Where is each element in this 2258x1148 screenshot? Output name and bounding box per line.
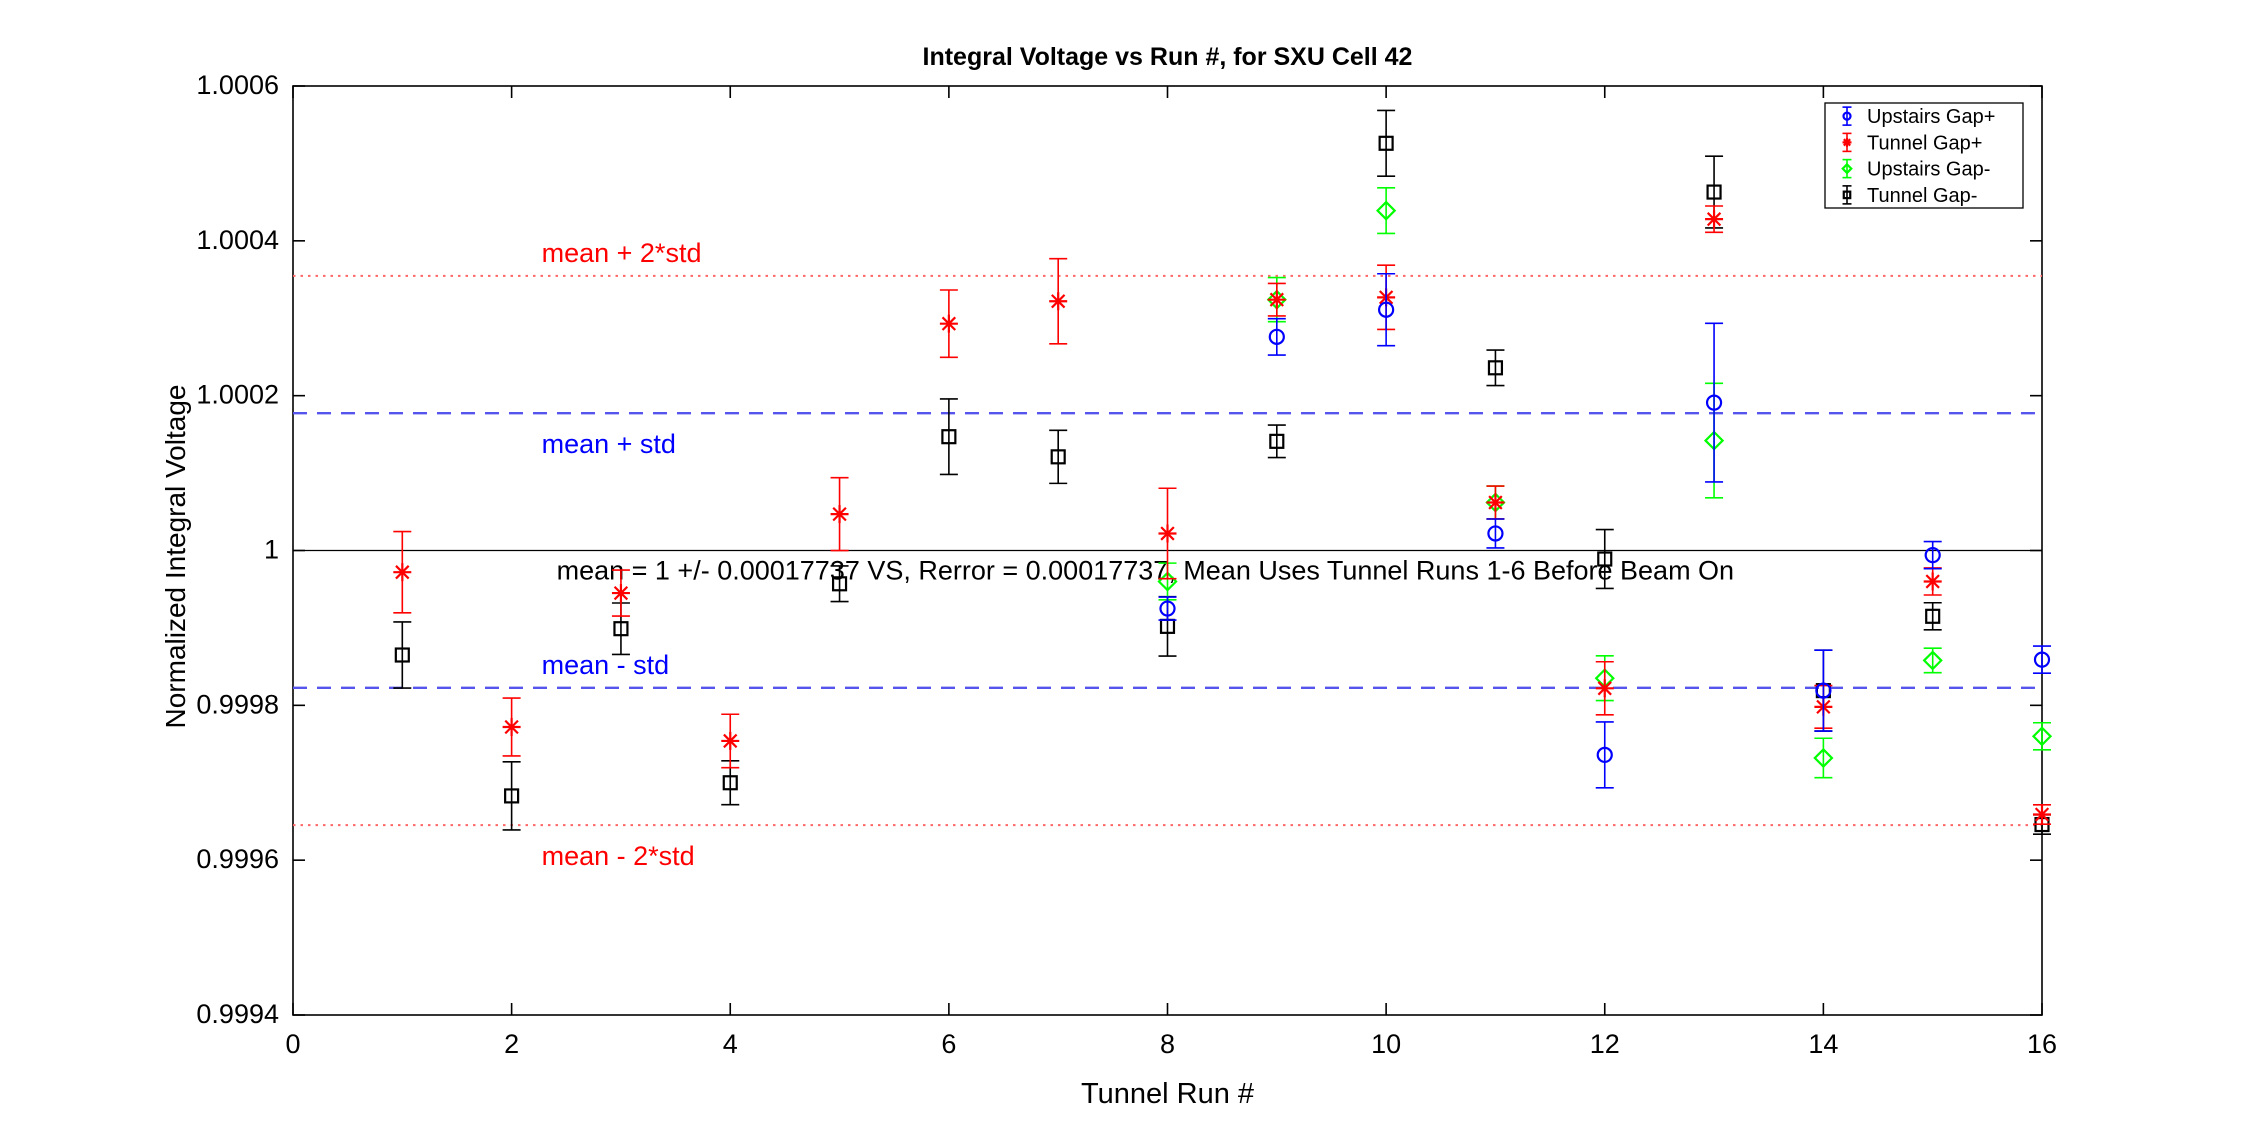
svg-text:mean - std: mean - std xyxy=(542,650,670,680)
svg-text:mean - 2*std: mean - 2*std xyxy=(542,841,695,871)
svg-text:0.9998: 0.9998 xyxy=(196,689,279,719)
svg-text:mean + 2*std: mean + 2*std xyxy=(542,238,702,268)
svg-text:10: 10 xyxy=(1371,1029,1401,1059)
svg-text:1.0002: 1.0002 xyxy=(196,380,279,410)
svg-text:Tunnel Run #: Tunnel Run # xyxy=(1081,1078,1254,1110)
svg-text:14: 14 xyxy=(1808,1029,1838,1059)
svg-text:Tunnel Gap+: Tunnel Gap+ xyxy=(1867,132,1982,154)
svg-text:6: 6 xyxy=(941,1029,956,1059)
svg-text:Tunnel Gap-: Tunnel Gap- xyxy=(1867,185,1977,207)
svg-text:0.9994: 0.9994 xyxy=(196,999,279,1029)
svg-text:mean = 1 +/- 0.00017737 VS, Re: mean = 1 +/- 0.00017737 VS, Rerror = 0.0… xyxy=(557,556,1734,586)
svg-text:1.0006: 1.0006 xyxy=(196,70,279,100)
svg-text:mean + std: mean + std xyxy=(542,429,676,459)
svg-text:4: 4 xyxy=(723,1029,738,1059)
svg-text:1: 1 xyxy=(264,535,279,565)
svg-text:Upstairs Gap+: Upstairs Gap+ xyxy=(1867,106,1995,128)
svg-text:8: 8 xyxy=(1160,1029,1175,1059)
svg-text:1.0004: 1.0004 xyxy=(196,225,279,255)
svg-text:Normalized Integral Voltage: Normalized Integral Voltage xyxy=(160,385,191,729)
svg-text:12: 12 xyxy=(1590,1029,1620,1059)
svg-text:Upstairs Gap-: Upstairs Gap- xyxy=(1867,159,1990,181)
svg-text:0: 0 xyxy=(285,1029,300,1059)
svg-text:Integral Voltage vs Run #, for: Integral Voltage vs Run #, for SXU Cell … xyxy=(923,43,1413,71)
svg-text:16: 16 xyxy=(2027,1029,2057,1059)
svg-text:0.9996: 0.9996 xyxy=(196,844,279,874)
svg-text:2: 2 xyxy=(504,1029,519,1059)
